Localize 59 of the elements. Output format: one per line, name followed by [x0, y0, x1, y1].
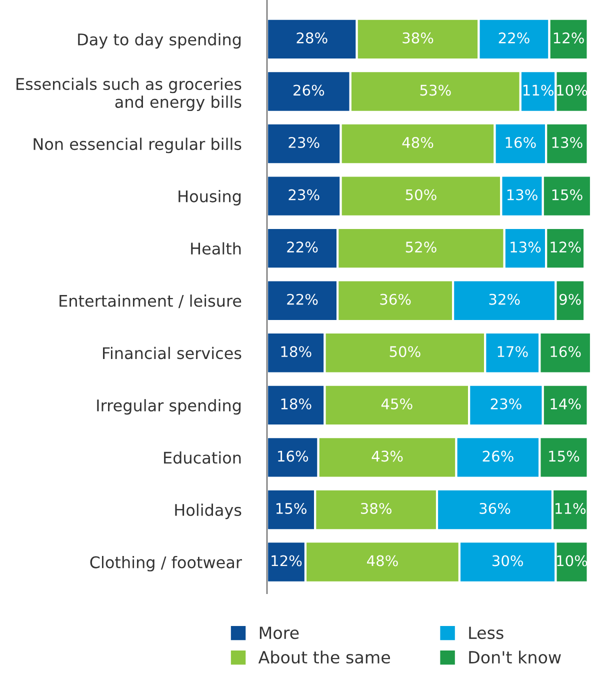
y-tick-label: Non essencial regular bills	[34, 138, 242, 154]
y-tick-label: Entertainment / leisure	[60, 294, 242, 308]
data-label: 23%	[288, 189, 320, 200]
data-label: 48%	[366, 555, 398, 566]
data-label: 38%	[360, 502, 392, 514]
data-label: 16%	[278, 450, 308, 462]
data-label: 10%	[557, 84, 588, 96]
y-tick-label: Essencials such as groceries and energy bills	[16, 78, 242, 112]
data-label: 50%	[390, 346, 420, 358]
data-label: 9%	[560, 294, 581, 305]
data-label: 32%	[489, 294, 520, 305]
data-label: 22%	[287, 294, 318, 305]
data-label: 18%	[281, 346, 312, 358]
data-label: 11%	[556, 502, 586, 514]
data-label: 36%	[380, 294, 411, 305]
data-label: 13%	[552, 136, 582, 148]
y-tick-label: Health	[191, 242, 241, 255]
data-label: 48%	[402, 136, 434, 148]
data-label: 36%	[480, 502, 510, 514]
y-tick-label: Irregular spending	[97, 399, 241, 415]
data-label: 38%	[402, 32, 434, 44]
data-label: 53%	[420, 84, 451, 96]
data-label: 17%	[498, 346, 528, 358]
y-tick-label: Housing	[178, 190, 241, 206]
data-label: 30%	[492, 555, 523, 566]
data-label: 13%	[507, 189, 538, 200]
data-label: 45%	[381, 398, 412, 410]
legend-label: More	[260, 626, 299, 640]
legend-label: Don't know	[469, 650, 561, 664]
data-label: 52%	[406, 242, 436, 253]
data-label: 12%	[550, 242, 581, 253]
data-label: 12%	[554, 32, 584, 44]
data-label: 12%	[272, 555, 302, 566]
y-tick-label: Clothing / footwear	[90, 556, 242, 572]
data-label: 23%	[288, 136, 320, 148]
legend-label: About the same	[258, 650, 390, 664]
data-label: 18%	[281, 398, 312, 410]
y-tick-label: Holidays	[175, 504, 242, 520]
data-label: 43%	[372, 450, 403, 462]
data-label: 50%	[406, 189, 436, 200]
data-label: 15%	[276, 502, 306, 514]
y-tick-label: Financial services	[103, 346, 242, 360]
data-label: 26%	[482, 450, 514, 462]
data-label: 22%	[287, 242, 318, 253]
data-label: 15%	[549, 450, 580, 462]
data-label: 10%	[557, 555, 588, 566]
data-label: 16%	[506, 136, 536, 148]
legend-label: Less	[469, 626, 504, 640]
data-label: 23%	[490, 398, 522, 410]
data-label: 13%	[510, 242, 541, 253]
data-label: 11%	[523, 84, 554, 96]
data-label: 22%	[498, 32, 530, 44]
data-label: 16%	[550, 346, 581, 358]
y-tick-label: Day to day spending	[78, 33, 241, 49]
y-tick-label: Education	[164, 451, 241, 464]
data-label: 26%	[294, 84, 324, 96]
data-label: 15%	[552, 189, 582, 200]
data-label: 28%	[296, 32, 328, 44]
data-label: 14%	[550, 398, 581, 410]
